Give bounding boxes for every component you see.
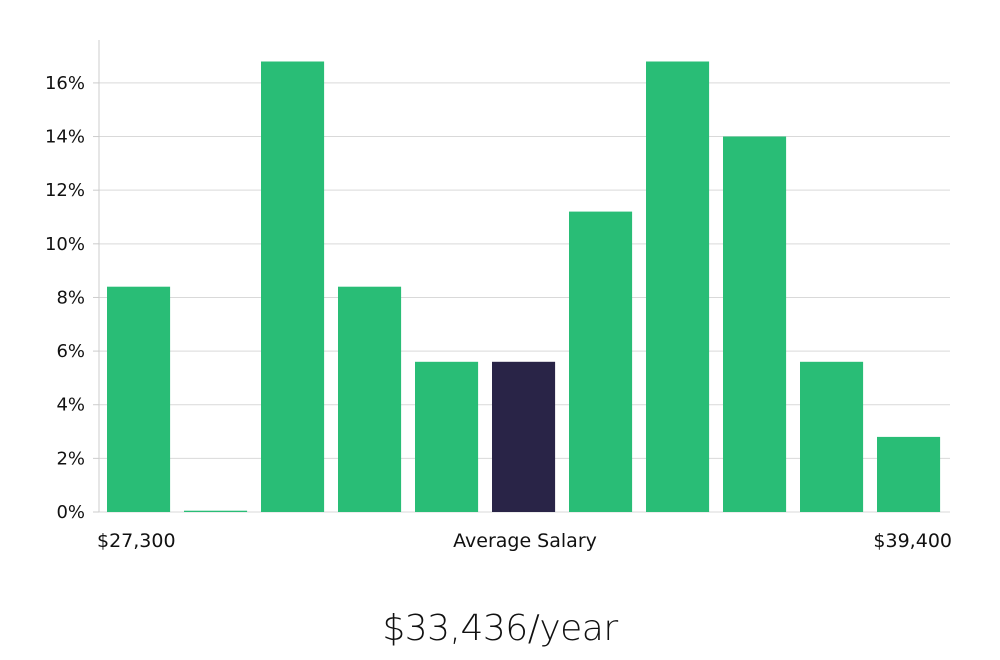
y-tick-label: 6% <box>56 341 85 362</box>
y-tick-label: 16% <box>45 73 85 94</box>
bar <box>415 361 479 512</box>
bars <box>107 61 941 512</box>
y-tick-label: 4% <box>56 395 85 416</box>
y-tick-label: 2% <box>56 448 85 469</box>
average-salary-value: $33,436/year <box>382 608 618 649</box>
bar <box>646 61 710 512</box>
bar <box>107 286 171 512</box>
y-axis: 0% 2% 4% 6% 8% 10% 12% 14% 16% <box>45 73 99 523</box>
gridlines <box>99 82 950 513</box>
y-tick-label: 0% <box>56 502 85 523</box>
bar-highlight-average <box>492 361 556 512</box>
x-axis-title: Average Salary <box>453 530 597 552</box>
salary-distribution-chart: 0% 2% 4% 6% 8% 10% 12% 14% 16% $27,300 Average S… <box>45 40 952 552</box>
bar <box>261 61 325 512</box>
bar <box>723 136 787 512</box>
y-tick-label: 10% <box>45 234 85 255</box>
x-max-label: $39,400 <box>873 530 952 552</box>
x-min-label: $27,300 <box>97 530 176 552</box>
y-tick-label: 8% <box>56 287 85 308</box>
y-tick-label: 14% <box>45 127 85 148</box>
bar <box>800 361 864 512</box>
bar <box>569 211 633 512</box>
bar <box>338 286 402 512</box>
bar <box>877 436 941 512</box>
y-tick-label: 12% <box>45 180 85 201</box>
bar <box>184 510 248 512</box>
